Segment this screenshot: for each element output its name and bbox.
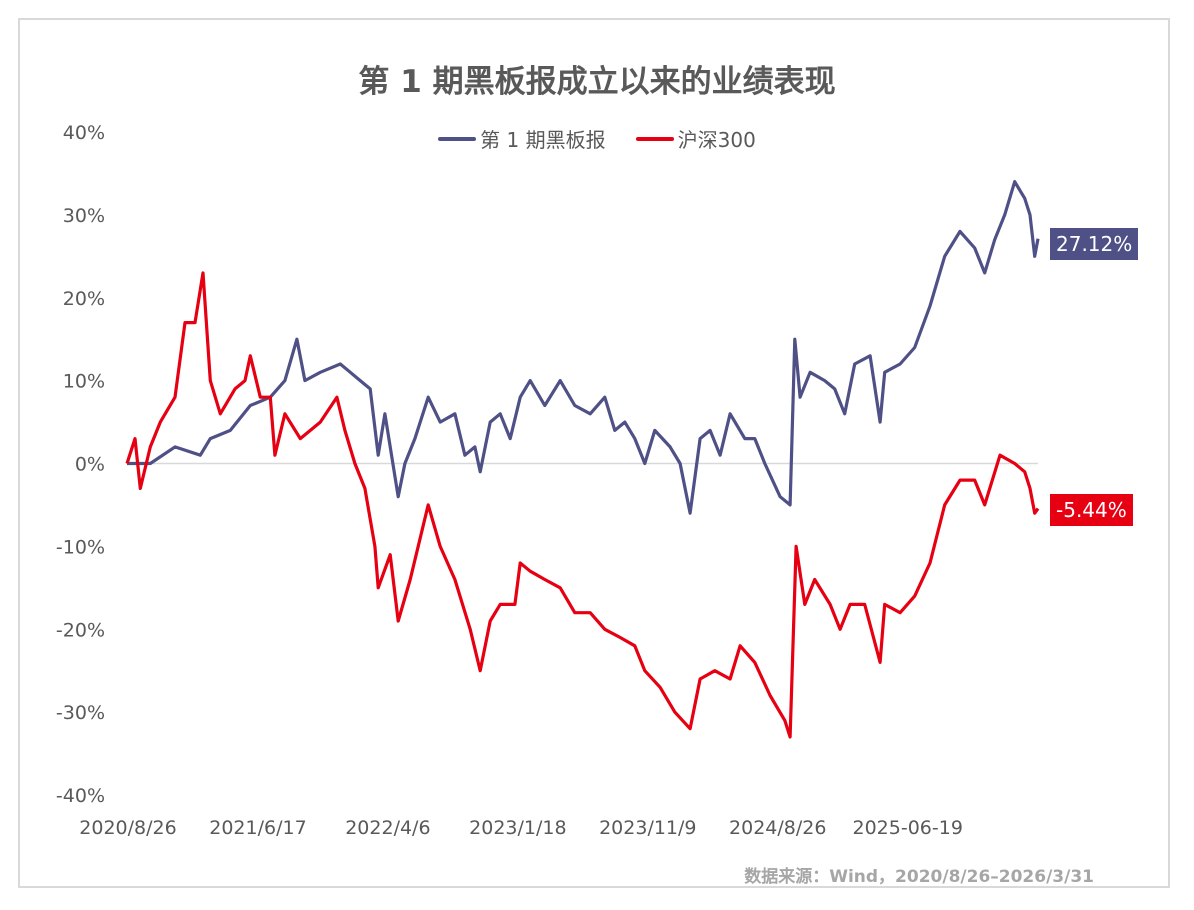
legend-item-portfolio: 第 1 期黑板报 [438, 124, 606, 153]
x-tick-label: 2025-06-19 [853, 817, 963, 839]
y-tick-label: 40% [63, 122, 105, 144]
legend-swatch-portfolio [438, 136, 477, 141]
legend: 第 1 期黑板报 沪深300 [0, 124, 1194, 153]
y-tick-label: 0% [75, 454, 105, 476]
end-label-csi300: -5.44% [1050, 494, 1133, 526]
series-line-csi300 [125, 271, 1040, 739]
legend-swatch-csi300 [635, 136, 674, 141]
chart-frame [18, 18, 1170, 888]
y-tick-label: 20% [63, 288, 105, 310]
x-tick-label: 2023/1/18 [469, 817, 566, 839]
end-label-portfolio: 27.12% [1050, 228, 1139, 260]
x-tick-label: 2024/8/26 [729, 817, 826, 839]
chart-title: 第 1 期黑板报成立以来的业绩表现 [358, 64, 836, 100]
legend-label-csi300: 沪深300 [677, 128, 756, 152]
x-tick-label: 2022/4/6 [345, 817, 430, 839]
x-tick-label: 2023/11/9 [599, 817, 696, 839]
y-tick-label: -10% [56, 536, 105, 558]
y-tick-label: 10% [63, 371, 105, 393]
y-tick-label: -40% [56, 785, 105, 807]
legend-item-csi300: 沪深300 [635, 124, 756, 153]
y-tick-label: -30% [56, 702, 105, 724]
legend-label-portfolio: 第 1 期黑板报 [480, 128, 606, 152]
series-line-portfolio [127, 180, 1040, 515]
source-note: 数据来源：Wind，2020/8/26–2026/3/31 [744, 867, 1094, 887]
y-tick-label: 30% [63, 205, 105, 227]
y-tick-label: -20% [56, 619, 105, 641]
x-tick-label: 2021/6/17 [209, 817, 306, 839]
x-tick-label: 2020/8/26 [79, 817, 176, 839]
